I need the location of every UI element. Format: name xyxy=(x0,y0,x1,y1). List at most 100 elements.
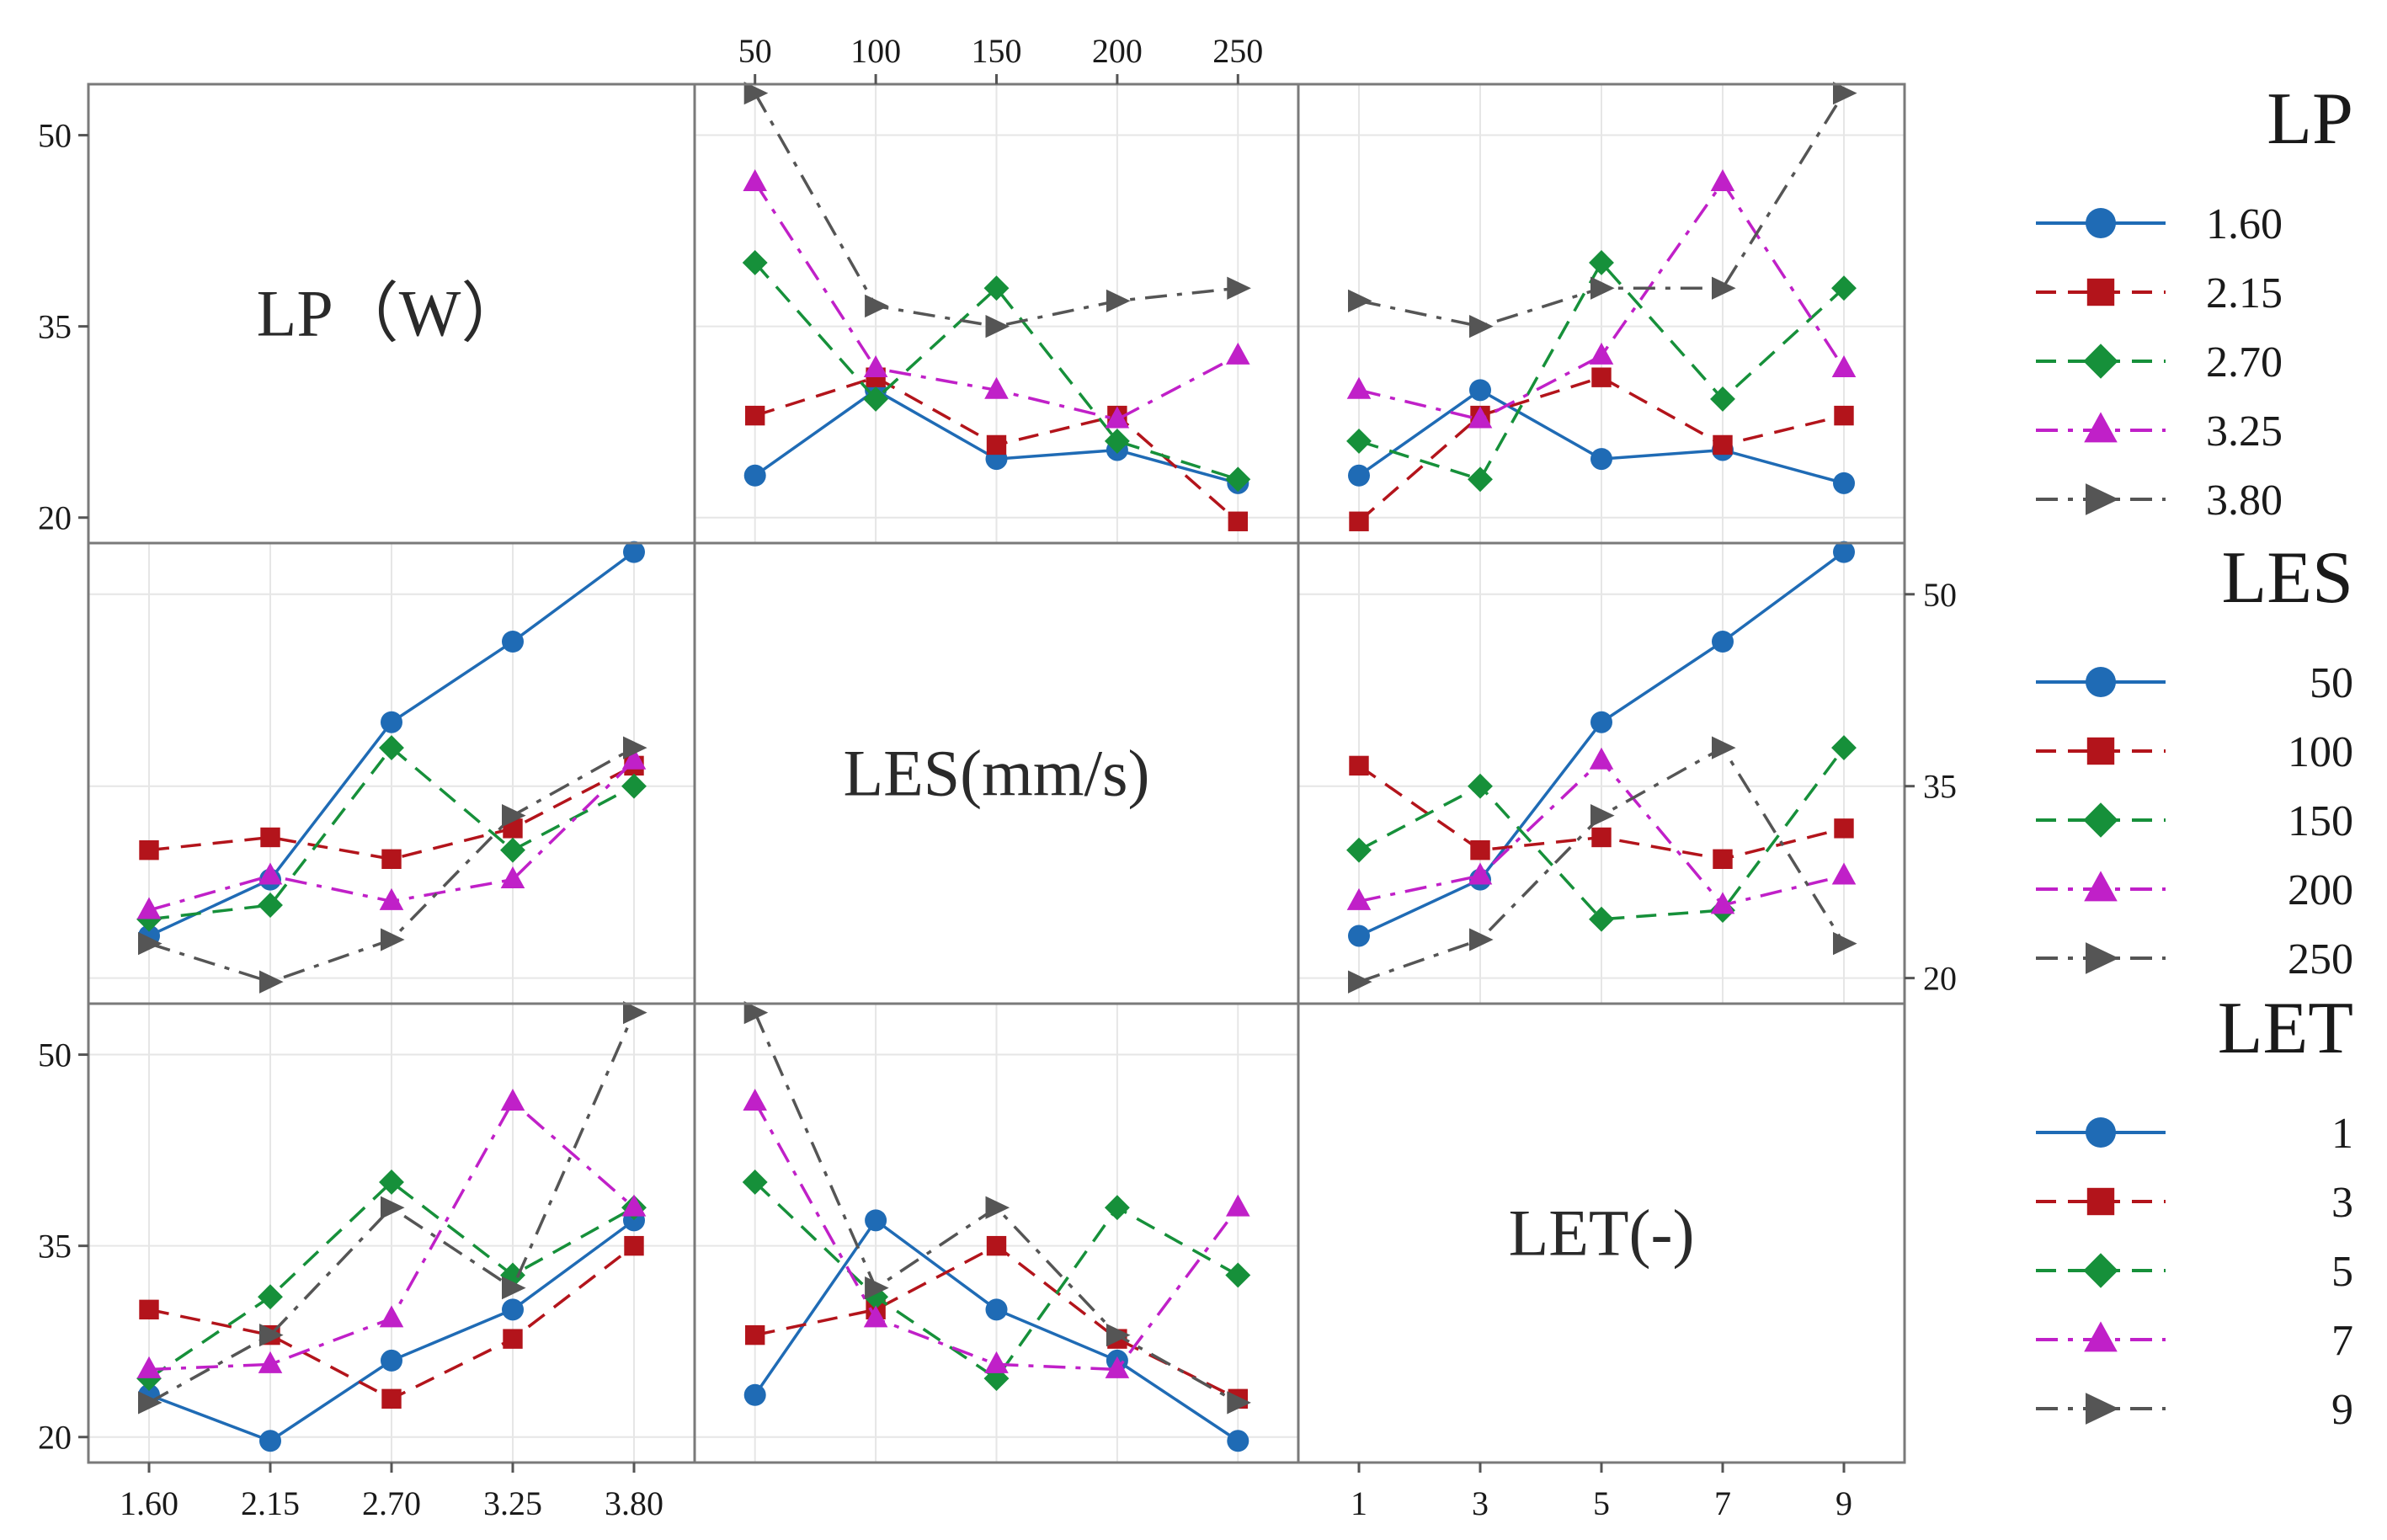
series-line-lp-2.70 xyxy=(754,261,1239,481)
data-point-let-9-1 xyxy=(743,1000,769,1025)
data-point-les-150-2 xyxy=(1468,773,1493,799)
legend-entry-label: 2.15 xyxy=(2206,269,2283,317)
data-point-let-1-1 xyxy=(743,1383,766,1406)
x-tick-label: 150 xyxy=(972,32,1022,70)
data-point-les-100-2 xyxy=(1470,839,1490,861)
legend-key-marker xyxy=(2083,1253,2118,1288)
x-tick-label: 9 xyxy=(1836,1484,1852,1522)
data-point-les-200-1 xyxy=(1346,887,1372,910)
data-point-let-5-2 xyxy=(258,1284,283,1310)
data-point-let-3-1 xyxy=(139,1299,159,1320)
panel-r2-c3 xyxy=(1297,541,1906,1005)
panel-background xyxy=(695,543,1298,1004)
data-point-let-9-4 xyxy=(502,1276,526,1300)
data-point-let-7-4 xyxy=(500,1088,525,1111)
data-point-lp-2.70-2 xyxy=(1468,466,1493,493)
data-point-lp-3.80-1 xyxy=(1348,289,1372,313)
legend-entry-label: 100 xyxy=(2288,728,2353,776)
data-point-les-200-3 xyxy=(1589,747,1614,770)
data-point-les-200-2 xyxy=(1468,862,1493,885)
data-point-les-50-5 xyxy=(1833,541,1855,563)
data-point-les-50-4 xyxy=(502,630,524,653)
x-tick-label: 250 xyxy=(1212,32,1263,70)
legend-entry-label: 200 xyxy=(2288,866,2353,914)
x-tick-label: 100 xyxy=(850,32,901,70)
legend-key-marker xyxy=(2086,208,2116,238)
legend-entry-label: 1 xyxy=(2331,1110,2353,1158)
data-point-les-200-4 xyxy=(1710,892,1735,914)
data-point-let-7-1 xyxy=(136,1356,162,1378)
series-line-les-100 xyxy=(148,764,635,861)
data-point-les-250-1 xyxy=(1348,970,1372,994)
x-tick-label: 3 xyxy=(1472,1484,1489,1522)
data-point-les-150-4 xyxy=(500,837,525,863)
data-point-lp-1.60-1 xyxy=(743,464,766,487)
data-point-les-150-5 xyxy=(1831,735,1857,761)
data-point-let-5-2 xyxy=(863,1284,889,1310)
x-tick-label: 1.60 xyxy=(120,1484,178,1522)
legend-entry-label: 3.80 xyxy=(2206,477,2283,525)
data-point-les-100-3 xyxy=(1591,827,1612,848)
panel-r3-c1 xyxy=(87,1000,696,1464)
data-point-let-9-2 xyxy=(865,1276,889,1300)
data-point-let-1-4 xyxy=(502,1298,524,1321)
data-point-lp-2.70-5 xyxy=(1831,275,1857,301)
data-point-lp-2.70-3 xyxy=(1589,249,1614,275)
x-tick-label: 3.25 xyxy=(483,1484,542,1522)
legend-entry-label: 5 xyxy=(2331,1248,2353,1296)
diagonal-label-lp: LP（W） xyxy=(257,277,527,350)
panel-r3-c2 xyxy=(693,1000,1300,1464)
panel-background xyxy=(1298,1004,1905,1463)
data-point-lp-3.25-5 xyxy=(1831,354,1857,377)
data-point-lp-3.25-3 xyxy=(1589,342,1614,365)
legend-title: LP xyxy=(2267,78,2353,160)
y-tick-label: 20 xyxy=(38,499,72,537)
data-point-lp-3.80-3 xyxy=(985,314,1010,338)
data-point-lp-2.70-4 xyxy=(1710,386,1735,412)
series-line-lp-3.25 xyxy=(1358,179,1846,422)
panel-r2-c1 xyxy=(87,541,696,1005)
data-point-lp-2.70-2 xyxy=(863,386,889,412)
data-point-lp-2.15-3 xyxy=(986,434,1007,456)
data-point-les-250-3 xyxy=(1590,803,1615,828)
y-tick-label: 35 xyxy=(38,1228,72,1266)
data-point-lp-3.25-4 xyxy=(1710,168,1735,191)
data-point-let-5-1 xyxy=(136,1366,162,1392)
legend-key-marker xyxy=(2086,942,2119,974)
legend-key-marker xyxy=(2086,483,2119,515)
data-point-lp-2.70-1 xyxy=(1346,428,1372,454)
data-point-les-100-5 xyxy=(1834,818,1854,839)
data-point-les-150-1 xyxy=(136,906,162,932)
data-point-let-9-3 xyxy=(381,1196,405,1219)
y-tick-label: 20 xyxy=(1923,960,1957,998)
data-point-les-50-1 xyxy=(1348,925,1370,947)
data-point-let-9-4 xyxy=(1106,1323,1131,1347)
data-point-let-9-5 xyxy=(1227,1391,1251,1415)
y-tick-label: 20 xyxy=(38,1419,72,1457)
legend-key-marker xyxy=(2083,344,2118,379)
x-tick-label: 2.15 xyxy=(241,1484,300,1522)
data-point-let-7-2 xyxy=(258,1351,283,1373)
data-point-let-3-1 xyxy=(745,1324,765,1346)
data-point-lp-3.80-3 xyxy=(1590,276,1615,300)
data-point-let-5-3 xyxy=(379,1169,404,1195)
x-tick-label: 5 xyxy=(1593,1484,1610,1522)
legend-key-marker xyxy=(2086,667,2116,697)
series-line-lp-3.80 xyxy=(754,92,1239,328)
panel-r1-c1: LP（W） xyxy=(87,83,696,545)
data-point-les-200-1 xyxy=(136,897,162,919)
legend-entry-label: 7 xyxy=(2331,1317,2353,1365)
legend-key-marker xyxy=(2086,737,2115,765)
x-tick-label: 200 xyxy=(1092,32,1143,70)
data-point-let-1-2 xyxy=(259,1430,281,1452)
legend-entry-label: 2.70 xyxy=(2206,338,2283,386)
data-point-les-100-1 xyxy=(1349,755,1369,776)
legend-les: LES 50 100 150 200 250 xyxy=(2036,537,2353,983)
data-point-let-7-4 xyxy=(1105,1356,1130,1378)
data-point-lp-3.25-2 xyxy=(1468,406,1493,429)
data-point-les-250-1 xyxy=(138,931,163,956)
legend-entry-label: 3 xyxy=(2331,1179,2353,1227)
series-line-let-5 xyxy=(148,1180,635,1380)
x-tick-label: 50 xyxy=(738,32,772,70)
